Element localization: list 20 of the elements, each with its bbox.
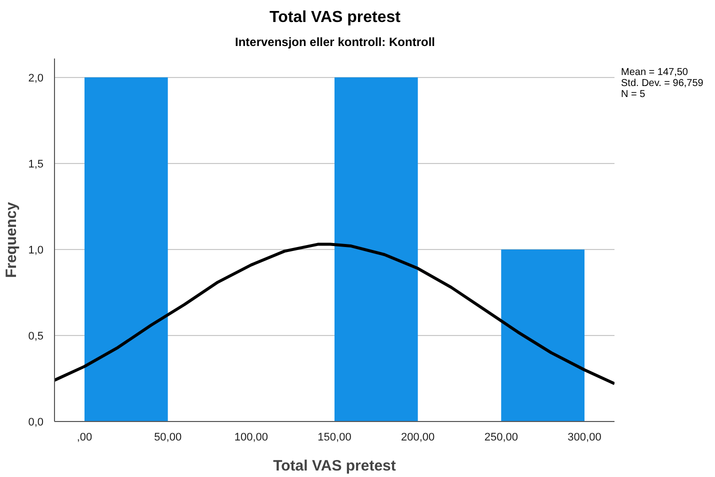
x-tick-label: ,00	[76, 432, 92, 444]
x-tick-label: 200,00	[401, 432, 435, 444]
x-tick-label: 150,00	[318, 432, 352, 444]
y-tick-label: 1,5	[28, 158, 44, 170]
x-tick-label: 250,00	[484, 432, 518, 444]
y-tick-label: 0,0	[28, 416, 44, 428]
x-tick-label: 50,00	[154, 432, 182, 444]
text: Mean = 147,50	[621, 67, 688, 78]
chart-title: Total VAS pretest	[270, 8, 400, 28]
y-tick-label: 1,0	[28, 244, 44, 256]
x-tick-label: 300,00	[568, 432, 602, 444]
text: N = 5	[621, 89, 646, 100]
text: Std. Dev. = 96,759	[621, 78, 704, 89]
x-axis-title: Total VAS pretest	[273, 458, 396, 474]
y-axis-title: Frequency	[3, 201, 20, 278]
y-tick-label: 2,0	[28, 72, 44, 84]
line-series	[54, 242, 614, 386]
x-tick-label: 100,00	[234, 432, 268, 444]
y-tick-label: 0,5	[28, 330, 44, 342]
chart-subtitle: Intervensjon eller kontroll: Kontroll	[234, 34, 436, 51]
